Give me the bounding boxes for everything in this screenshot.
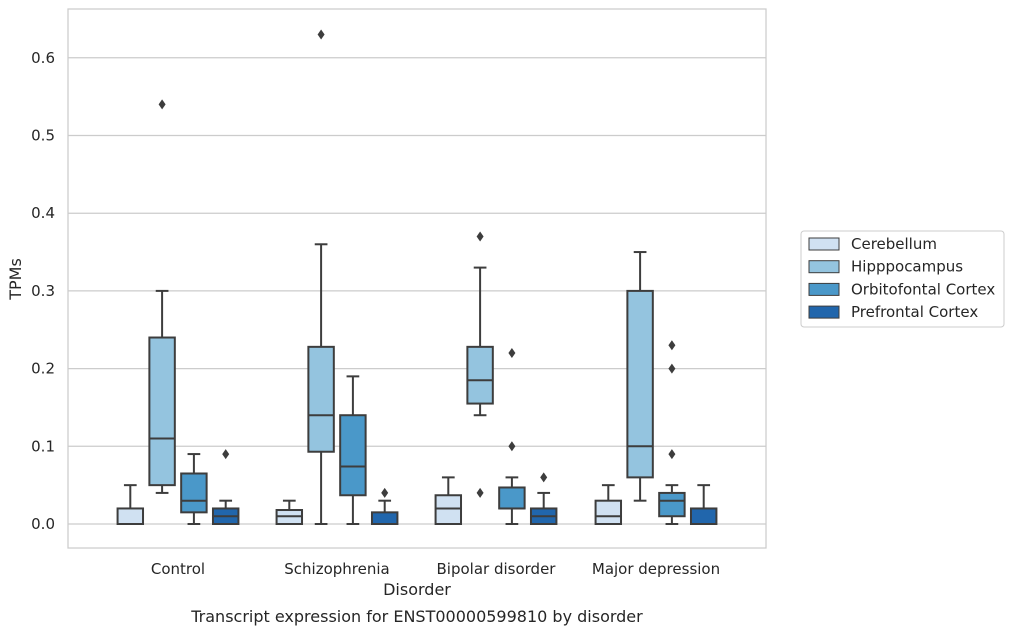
outlier-marker — [540, 472, 548, 483]
outlier-marker — [476, 231, 484, 242]
y-tick-label: 0.2 — [31, 360, 55, 378]
series-cerebellum — [116, 476, 623, 526]
y-axis-ticks: 0.0 0.1 0.2 0.3 0.4 0.5 0.6 — [31, 49, 55, 533]
y-tick-label: 0.1 — [31, 437, 55, 455]
box-element — [307, 29, 335, 525]
box-element — [180, 453, 208, 525]
box-iqr — [180, 472, 208, 514]
box-element — [275, 499, 304, 526]
x-axis-label: Disorder — [383, 580, 451, 599]
box-element — [658, 340, 686, 525]
x-tick-label: Major depression — [592, 560, 720, 578]
outlier-marker — [317, 29, 325, 40]
y-tick-label: 0.0 — [31, 515, 55, 533]
outlier-marker — [476, 487, 484, 498]
box-element — [211, 449, 240, 525]
box-iqr — [116, 507, 145, 525]
legend-label: Prefrontal Cortex — [851, 303, 978, 321]
plot-frame — [67, 8, 767, 549]
box-element — [626, 251, 654, 502]
outlier-marker — [668, 363, 676, 374]
legend-swatch — [808, 237, 840, 251]
box-iqr — [339, 414, 367, 497]
box-element — [148, 99, 176, 494]
y-tick-label: 0.5 — [31, 127, 55, 145]
legend-label: Hipppocampus — [851, 258, 963, 276]
box-element — [116, 484, 145, 525]
box-layer — [116, 29, 718, 526]
box-iqr — [434, 494, 463, 526]
series-hipppocampus — [148, 29, 654, 525]
box-iqr — [466, 345, 494, 405]
legend-swatch — [808, 282, 840, 296]
x-tick-label: Bipolar disorder — [437, 560, 557, 578]
box-iqr — [689, 507, 718, 525]
box-iqr — [658, 491, 686, 518]
legend: Cerebellum Hipppocampus Orbitofontal Corte… — [800, 230, 1005, 328]
outlier-marker — [508, 441, 516, 452]
box-iqr — [626, 289, 654, 479]
outlier-marker — [508, 348, 516, 359]
box-iqr — [148, 336, 176, 487]
box-element — [529, 472, 558, 525]
x-axis-ticks: Control Schizophrenia Bipolar disorder Majo… — [151, 560, 720, 578]
x-tick-label: Schizophrenia — [284, 560, 389, 578]
y-tick-label: 0.3 — [31, 282, 55, 300]
box-iqr — [370, 511, 399, 525]
series-orbitofontal-cortex — [180, 340, 686, 525]
legend-items: Cerebellum Hipppocampus Orbitofontal Corte… — [808, 235, 995, 321]
y-tick-label: 0.6 — [31, 49, 55, 67]
chart-caption: Transcript expression for ENST0000059981… — [190, 607, 643, 626]
series-prefrontal-cortex — [211, 449, 718, 525]
box-iqr — [594, 499, 623, 526]
box-element — [498, 348, 526, 525]
legend-swatch — [808, 260, 840, 274]
outlier-marker — [381, 487, 389, 498]
box-element — [594, 484, 623, 526]
grid-layer — [68, 57, 766, 525]
legend-swatch — [808, 305, 840, 319]
outlier-marker — [668, 449, 676, 460]
box-element — [339, 375, 367, 525]
legend-label: Orbitofontal Cortex — [851, 280, 995, 298]
outlier-marker — [222, 449, 230, 460]
outlier-marker — [668, 340, 676, 351]
y-tick-label: 0.4 — [31, 204, 55, 222]
box-iqr — [498, 486, 526, 510]
box-element — [689, 484, 718, 525]
box-element — [370, 487, 399, 525]
legend-frame — [800, 230, 1005, 328]
legend-label: Cerebellum — [851, 235, 937, 253]
box-element — [434, 476, 463, 526]
y-axis-label: TPMs — [6, 258, 25, 301]
box-iqr — [307, 345, 335, 453]
x-tick-label: Control — [151, 560, 205, 578]
outlier-marker — [158, 99, 166, 110]
box-element — [466, 231, 494, 498]
